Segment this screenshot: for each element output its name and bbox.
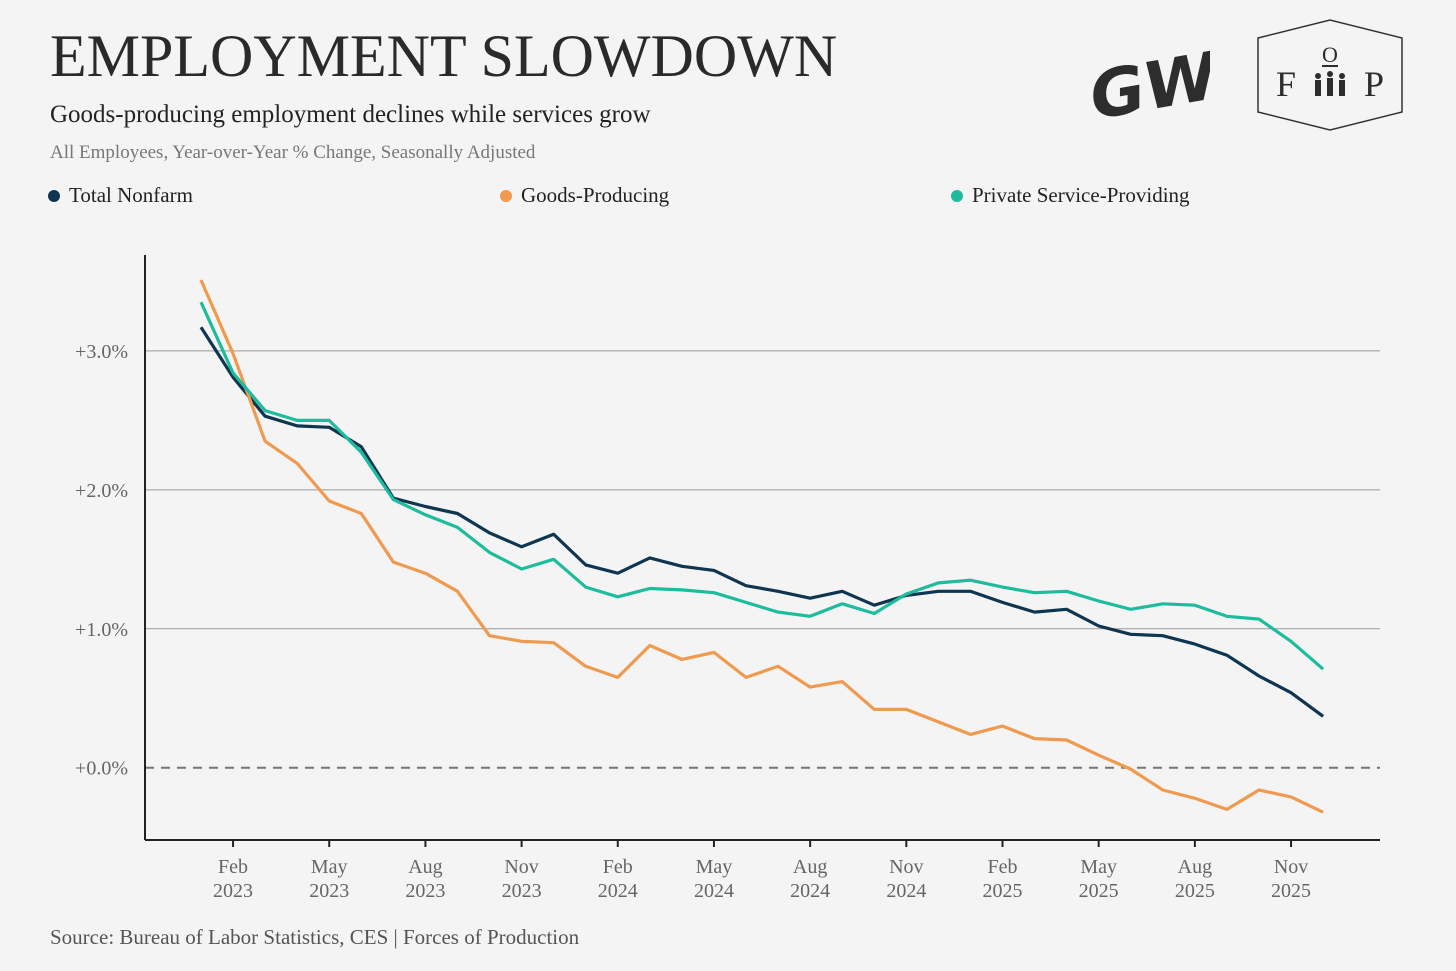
x-tick-label: 2025 — [1079, 880, 1119, 902]
svg-text:F: F — [1276, 64, 1296, 104]
x-tick-label: 2023 — [309, 880, 349, 902]
legend-item-goods-producing: Goods-Producing — [500, 183, 669, 208]
chart-title: EMPLOYMENT SLOWDOWN — [50, 23, 838, 89]
series-line-total-nonfarm — [199, 326, 1325, 718]
y-tick-label: +0.0% — [75, 758, 128, 780]
x-tick-label: May — [311, 856, 348, 878]
gw-logo: GW — [1090, 38, 1210, 123]
legend-label: Private Service-Providing — [972, 183, 1190, 207]
series-line-goods-producing — [199, 279, 1324, 814]
x-tick-label: 2024 — [598, 880, 638, 902]
x-tick-label: Nov — [504, 856, 538, 878]
x-tick-label: Feb — [218, 856, 248, 878]
x-tick-label: 2024 — [886, 880, 926, 902]
legend-dot-icon — [500, 189, 512, 202]
x-tick-label: 2025 — [1271, 880, 1311, 902]
x-tick-label: May — [1080, 856, 1117, 878]
x-tick-label: Nov — [1274, 856, 1308, 878]
x-tick-label: 2024 — [694, 880, 734, 902]
x-tick-label: 2023 — [502, 880, 542, 902]
x-tick-label: 2025 — [1175, 880, 1215, 902]
x-tick-label: 2025 — [983, 880, 1023, 902]
x-tick-label: 2024 — [790, 880, 830, 902]
legend-label: Goods-Producing — [521, 183, 670, 207]
x-tick-label: Aug — [408, 856, 442, 878]
x-tick-label: 2023 — [213, 880, 253, 902]
x-tick-label: Aug — [793, 856, 827, 878]
x-tick-label: May — [696, 856, 733, 878]
legend-dot-icon — [951, 189, 963, 202]
chart-note: All Employees, Year-over-Year % Change, … — [50, 142, 536, 163]
y-tick-label: +2.0% — [75, 480, 128, 502]
workers-icon — [1315, 71, 1345, 96]
legend-item-total-nonfarm: Total Nonfarm — [48, 183, 193, 208]
svg-text:O: O — [1322, 42, 1338, 67]
legend-label: Total Nonfarm — [69, 183, 193, 207]
fop-logo: O F P — [1257, 19, 1403, 131]
series-line-private-service-providing — [199, 301, 1325, 671]
source-note: Source: Bureau of Labor Statistics, CES … — [50, 925, 580, 949]
y-tick-label: +3.0% — [75, 341, 128, 363]
legend-dot-icon — [48, 189, 60, 202]
y-tick-label: +1.0% — [75, 619, 128, 641]
chart-subtitle: Goods-producing employment declines whil… — [50, 101, 651, 128]
x-tick-label: Nov — [889, 856, 923, 878]
x-tick-label: Feb — [603, 856, 633, 878]
x-tick-label: 2023 — [405, 880, 445, 902]
svg-text:P: P — [1364, 64, 1384, 104]
legend-item-private-service: Private Service-Providing — [951, 183, 1190, 208]
x-tick-label: Aug — [1178, 856, 1212, 878]
x-tick-label: Feb — [988, 856, 1018, 878]
